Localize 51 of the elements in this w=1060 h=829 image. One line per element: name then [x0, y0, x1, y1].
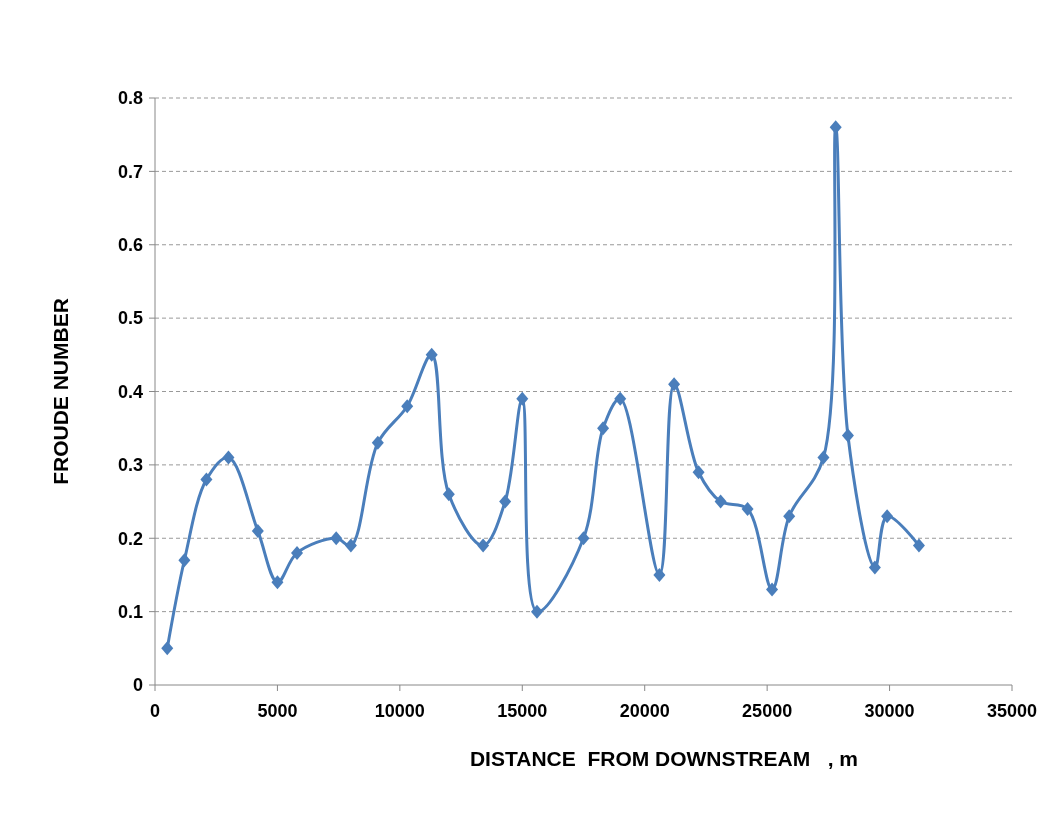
y-tick-label: 0.7	[117, 161, 143, 182]
point	[741, 501, 754, 516]
point	[200, 472, 213, 487]
point	[714, 494, 727, 509]
x-tick-label: 35000	[986, 701, 1038, 721]
point	[401, 399, 414, 414]
point	[516, 391, 529, 406]
x-tick-label: 15000	[497, 701, 548, 721]
point	[161, 641, 174, 656]
point	[653, 567, 666, 582]
x-tick-label: 10000	[374, 701, 425, 721]
point	[577, 531, 590, 546]
point	[817, 450, 830, 465]
point	[477, 538, 490, 553]
y-tick-label: 0.3	[117, 455, 143, 476]
x-tick-label: 20000	[619, 701, 670, 721]
x-tick-label: 30000	[864, 701, 915, 721]
y-axis-title: FROUDE NUMBER	[49, 298, 72, 485]
x-tick-label: 5000	[257, 701, 298, 721]
x-axis-title: DISTANCE FROM DOWNSTREAM , m	[469, 747, 859, 770]
y-tick-label: 0.6	[117, 235, 143, 256]
point	[881, 509, 894, 524]
point	[668, 377, 681, 392]
point	[530, 604, 543, 619]
point	[692, 465, 705, 480]
point	[841, 428, 854, 443]
point	[783, 509, 796, 524]
point	[425, 347, 438, 362]
point	[178, 553, 191, 568]
point	[344, 538, 357, 553]
x-tick-label: 25000	[742, 701, 793, 721]
point	[251, 523, 264, 538]
y-tick-label: 0.2	[117, 528, 143, 549]
point	[868, 560, 881, 575]
x-tick-label: 0	[149, 701, 161, 721]
point	[371, 435, 384, 450]
point	[766, 582, 779, 597]
y-tick-label: 0.5	[117, 308, 143, 329]
point	[597, 421, 610, 436]
point	[614, 391, 627, 406]
y-tick-label: 0.1	[117, 601, 143, 622]
point	[330, 531, 343, 546]
y-tick-label: 0	[132, 675, 143, 696]
point	[912, 538, 925, 553]
point	[499, 494, 512, 509]
point	[222, 450, 235, 465]
point	[271, 575, 284, 590]
y-tick-label: 0.8	[117, 88, 143, 109]
point	[442, 487, 455, 502]
y-tick-label: 0.4	[117, 381, 143, 402]
point	[291, 545, 304, 560]
